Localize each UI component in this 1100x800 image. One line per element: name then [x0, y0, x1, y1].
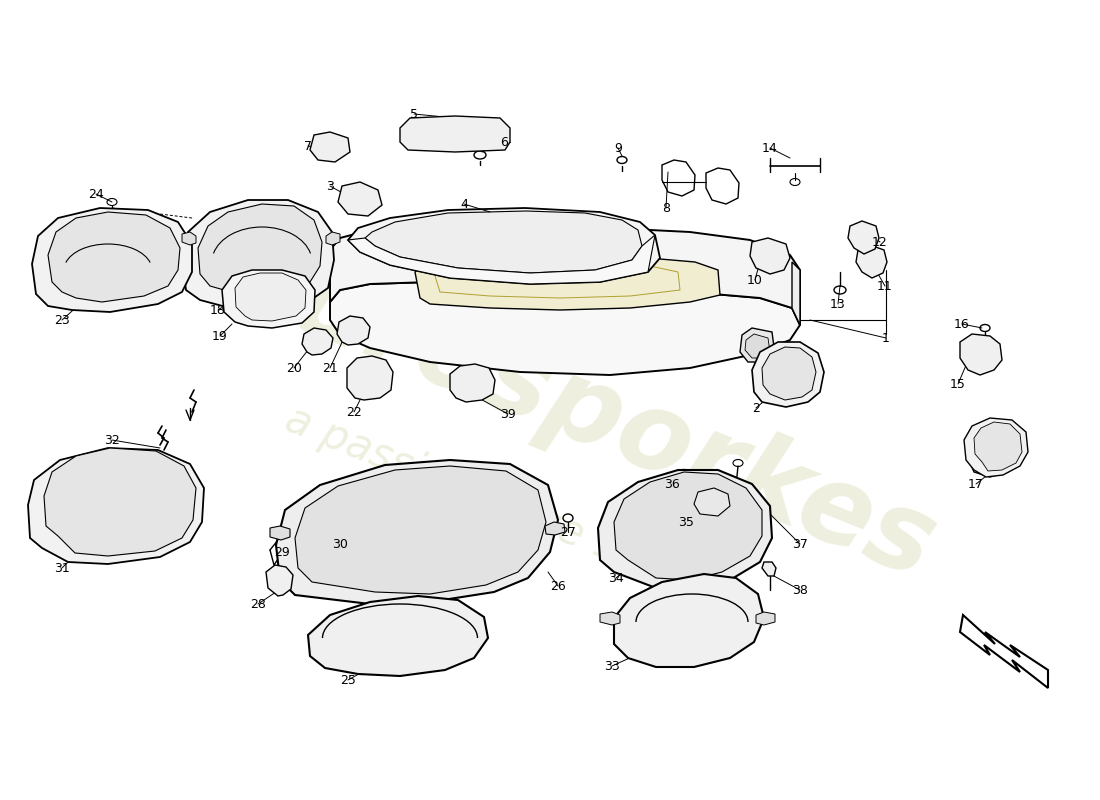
- Polygon shape: [266, 565, 293, 596]
- Polygon shape: [756, 612, 775, 625]
- Text: 2: 2: [752, 402, 760, 414]
- Text: 8: 8: [662, 202, 670, 214]
- Text: 4: 4: [460, 198, 467, 210]
- Polygon shape: [762, 562, 776, 576]
- Polygon shape: [326, 232, 340, 245]
- Text: 3: 3: [326, 179, 334, 193]
- Text: 19: 19: [212, 330, 228, 342]
- Text: 35: 35: [678, 515, 694, 529]
- Text: 28: 28: [250, 598, 266, 610]
- Polygon shape: [450, 364, 495, 402]
- Text: 10: 10: [747, 274, 763, 286]
- Polygon shape: [348, 235, 654, 284]
- Polygon shape: [752, 342, 824, 407]
- Text: 15: 15: [950, 378, 966, 390]
- Text: 27: 27: [560, 526, 576, 538]
- Polygon shape: [614, 472, 762, 580]
- Polygon shape: [28, 448, 204, 564]
- Polygon shape: [302, 328, 333, 355]
- Text: 11: 11: [877, 279, 893, 293]
- Text: 22: 22: [346, 406, 362, 418]
- Polygon shape: [792, 262, 800, 325]
- Polygon shape: [365, 211, 642, 273]
- Text: 29: 29: [274, 546, 290, 558]
- Polygon shape: [330, 282, 800, 375]
- Polygon shape: [32, 208, 192, 312]
- Polygon shape: [338, 182, 382, 216]
- Text: 7: 7: [304, 139, 312, 153]
- Polygon shape: [974, 422, 1022, 471]
- Polygon shape: [600, 612, 620, 625]
- Polygon shape: [276, 460, 558, 604]
- Text: 33: 33: [604, 659, 620, 673]
- Text: 38: 38: [792, 583, 807, 597]
- Polygon shape: [614, 574, 764, 667]
- Polygon shape: [348, 208, 660, 284]
- Polygon shape: [198, 204, 322, 294]
- Text: 21: 21: [322, 362, 338, 374]
- Polygon shape: [960, 334, 1002, 375]
- Text: 9: 9: [614, 142, 622, 154]
- Text: 39: 39: [500, 407, 516, 421]
- Polygon shape: [235, 273, 306, 321]
- Text: eurosporkes: eurosporkes: [210, 219, 950, 601]
- Polygon shape: [44, 448, 196, 556]
- Text: 24: 24: [88, 187, 103, 201]
- Polygon shape: [310, 132, 350, 162]
- Text: 25: 25: [340, 674, 356, 686]
- Polygon shape: [856, 245, 887, 278]
- Text: 16: 16: [954, 318, 970, 330]
- Text: 20: 20: [286, 362, 301, 374]
- Text: 26: 26: [550, 579, 565, 593]
- Polygon shape: [48, 212, 180, 302]
- Text: 32: 32: [104, 434, 120, 446]
- Text: 30: 30: [332, 538, 348, 550]
- Polygon shape: [222, 270, 315, 328]
- Polygon shape: [964, 418, 1028, 477]
- Text: 5: 5: [410, 107, 418, 121]
- Polygon shape: [182, 232, 196, 245]
- Polygon shape: [434, 262, 680, 298]
- Polygon shape: [762, 347, 816, 400]
- Polygon shape: [968, 428, 1020, 477]
- Polygon shape: [694, 488, 730, 516]
- Text: 34: 34: [608, 571, 624, 585]
- Polygon shape: [330, 225, 800, 325]
- Text: a passion since 1985: a passion since 1985: [279, 398, 701, 602]
- Text: 13: 13: [830, 298, 846, 310]
- Polygon shape: [295, 466, 546, 594]
- Polygon shape: [400, 116, 510, 152]
- Polygon shape: [337, 316, 370, 345]
- Polygon shape: [182, 200, 334, 310]
- Polygon shape: [745, 334, 770, 358]
- Text: 6: 6: [500, 135, 508, 149]
- Text: 14: 14: [762, 142, 778, 154]
- Polygon shape: [740, 328, 776, 362]
- Text: 36: 36: [664, 478, 680, 490]
- Text: 17: 17: [968, 478, 983, 490]
- Polygon shape: [848, 221, 879, 254]
- Text: 31: 31: [54, 562, 70, 574]
- Polygon shape: [544, 522, 565, 535]
- Polygon shape: [598, 470, 772, 588]
- Text: 12: 12: [872, 235, 888, 249]
- Polygon shape: [415, 254, 720, 310]
- Text: 1: 1: [882, 331, 890, 345]
- Text: 37: 37: [792, 538, 807, 550]
- Polygon shape: [308, 596, 488, 676]
- Polygon shape: [750, 238, 790, 274]
- Text: 18: 18: [210, 303, 225, 317]
- Polygon shape: [270, 526, 290, 540]
- Polygon shape: [346, 356, 393, 400]
- Text: 23: 23: [54, 314, 70, 326]
